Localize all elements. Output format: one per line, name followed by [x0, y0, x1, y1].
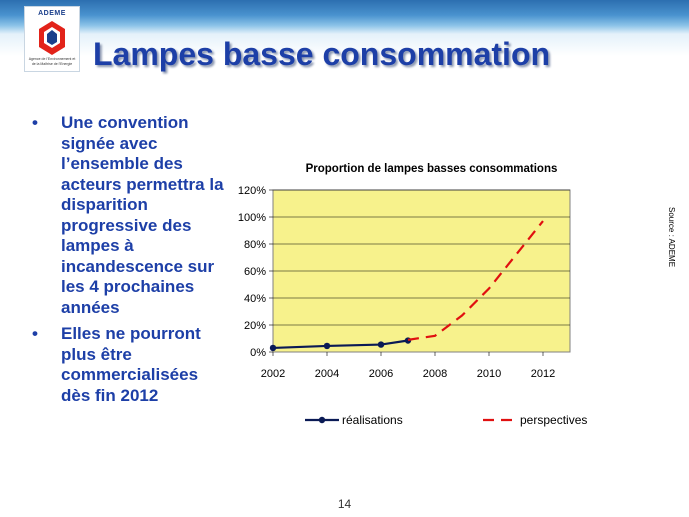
y-tick-label: 100% [238, 212, 266, 224]
data-point [377, 341, 385, 348]
data-point [323, 342, 331, 350]
x-tick-label: 2002 [261, 368, 285, 380]
header-banner-fade [0, 34, 689, 56]
page-number: 14 [337, 497, 352, 511]
line-chart: Proportion de lampes basses consommation… [238, 163, 588, 427]
y-tick-label: 0% [250, 347, 266, 359]
x-tick-label: 2012 [531, 368, 555, 380]
logo-mark-icon [39, 21, 65, 55]
logo-subtitle: Agence de l'Environnement et de la Maîtr… [28, 57, 76, 66]
ademe-logo: ADEME Agence de l'Environnement et de la… [24, 6, 80, 72]
series-line-perspectives [407, 220, 544, 341]
slide-title: Lampes basse consommation [93, 36, 551, 72]
bullet-text: Une convention signée avec l’ensemble de… [61, 113, 224, 317]
series-line-realisations [272, 339, 409, 350]
y-tick-label: 120% [238, 185, 266, 197]
bullet-item: • Elles ne pourront plus être commercial… [30, 324, 230, 406]
x-tick-label: 2004 [315, 368, 339, 380]
bullet-icon: • [32, 324, 38, 343]
y-tick-label: 20% [244, 320, 266, 332]
x-tick-label: 2006 [369, 368, 393, 380]
y-tick-label: 60% [244, 266, 266, 278]
legend-label: perspectives [520, 413, 587, 427]
source-note: Source : ADEME [667, 207, 676, 268]
header-banner [0, 0, 689, 34]
bullet-text: Elles ne pourront plus être commercialis… [61, 324, 201, 405]
bullet-icon: • [32, 113, 38, 132]
data-point [269, 344, 277, 352]
x-tick-label: 2008 [423, 368, 447, 380]
chart-title: Proportion de lampes basses consommation… [306, 163, 558, 175]
legend-marker [318, 416, 326, 424]
legend-label: réalisations [342, 413, 403, 427]
x-tick-label: 2010 [477, 368, 501, 380]
bullet-list: • Une convention signée avec l’ensemble … [30, 113, 230, 412]
y-tick-label: 80% [244, 239, 266, 251]
bullet-item: • Une convention signée avec l’ensemble … [30, 113, 230, 318]
logo-name: ADEME [38, 10, 66, 17]
y-tick-label: 40% [244, 293, 266, 305]
